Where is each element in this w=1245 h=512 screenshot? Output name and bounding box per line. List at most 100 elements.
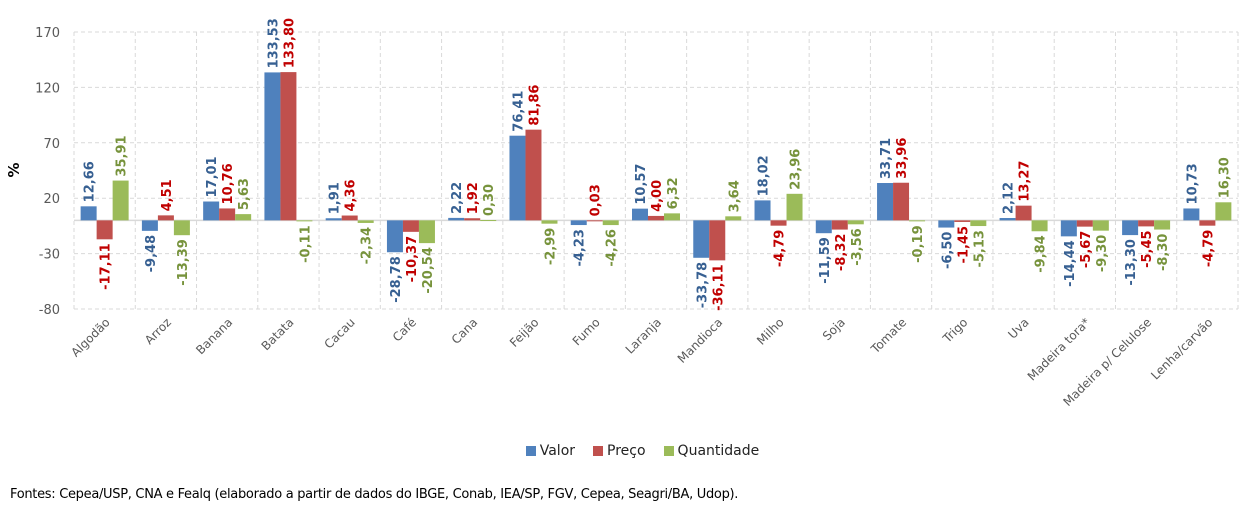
bar-valor — [1060, 220, 1077, 237]
x-category-label: Uva — [1005, 315, 1031, 341]
bar-quantidade — [1154, 220, 1171, 230]
x-category-label: Fumo — [570, 315, 603, 348]
x-category-label: Algodão — [68, 315, 112, 359]
data-label-quantidade: -0,19 — [911, 225, 926, 262]
bar-valor — [509, 135, 526, 221]
data-label-valor: 10,57 — [634, 164, 649, 205]
bar-quantidade — [786, 193, 803, 221]
x-category-label: Arroz — [142, 315, 174, 347]
data-label-quantidade: -0,11 — [298, 225, 313, 262]
source-note: Fontes: Cepea/USP, CNA e Fealq (elaborad… — [10, 487, 739, 502]
y-axis-label: % — [5, 162, 23, 177]
y-tick-label: -30 — [39, 248, 60, 263]
data-label-valor: 2,12 — [1002, 182, 1017, 214]
legend-swatch-preco — [593, 446, 604, 456]
data-label-quantidade: -9,30 — [1095, 235, 1110, 272]
data-label-valor: -9,48 — [144, 235, 159, 272]
bar-quantidade — [602, 220, 619, 226]
data-label-quantidade: 35,91 — [115, 135, 130, 176]
bar-quantidade — [664, 213, 680, 221]
data-label-valor: 12,66 — [83, 161, 98, 202]
data-label-valor: 133,53 — [266, 18, 281, 68]
x-category-label: Mandioca — [675, 315, 726, 366]
bar-valor — [203, 201, 220, 221]
data-label-preço: 4,00 — [650, 180, 665, 212]
data-label-quantidade: -3,56 — [850, 228, 865, 265]
legend-item-preco: Preço — [593, 443, 646, 459]
x-category-label: Lenha/carvão — [1148, 315, 1215, 382]
y-tick-label: 20 — [43, 192, 60, 207]
bar-preço — [709, 220, 726, 261]
data-label-preço: -4,79 — [1201, 230, 1216, 267]
data-label-valor: -13,30 — [1124, 239, 1139, 286]
data-label-valor: 10,73 — [1185, 163, 1200, 204]
bar-preço — [402, 220, 419, 232]
bar-quantidade — [541, 220, 558, 224]
bar-quantidade — [1215, 202, 1232, 221]
data-label-valor: -28,78 — [389, 256, 404, 303]
data-label-quantidade: -4,26 — [605, 229, 620, 266]
y-tick-label: -80 — [39, 303, 60, 318]
data-label-preço: 10,76 — [221, 163, 236, 204]
bar-quantidade — [173, 220, 190, 236]
data-label-valor: -4,23 — [573, 229, 588, 266]
bar-preço — [1199, 220, 1216, 226]
bar-chart: 170 120 70 20 -30 -80 % 12,66 -9,48 17,01 133,53… — [5, 18, 1239, 409]
data-label-valor: 18,02 — [757, 155, 772, 196]
legend: Valor Preço Quantidade — [0, 443, 1245, 459]
data-label-preço: -8,32 — [834, 234, 849, 271]
x-axis-categories: Algodão Arroz Banana Batata Cacau Café Cana Fei… — [68, 315, 1215, 409]
x-category-label: Trigo — [939, 315, 970, 346]
data-label-valor: 33,71 — [879, 138, 894, 179]
data-label-preço: 4,51 — [160, 179, 175, 211]
bar-valor — [264, 72, 281, 221]
data-label-quantidade: -13,39 — [176, 239, 191, 286]
data-label-valor: -33,78 — [695, 262, 710, 309]
bar-quantidade — [847, 220, 864, 225]
bar-preço — [586, 220, 603, 222]
y-tick-label: 120 — [35, 81, 60, 96]
data-label-valor: 1,91 — [328, 182, 343, 214]
legend-label-valor: Valor — [539, 443, 576, 459]
data-label-quantidade: 23,96 — [789, 149, 804, 190]
bar-valor — [325, 218, 342, 221]
bar-preço — [893, 182, 910, 221]
data-label-quantidade: 0,30 — [482, 184, 497, 216]
bar-preço — [1138, 220, 1155, 227]
bar-preço — [219, 208, 236, 221]
legend-item-quantidade: Quantidade — [663, 443, 759, 459]
bar-quantidade — [357, 220, 374, 223]
bar-preço — [770, 220, 787, 226]
bar-valor — [877, 183, 894, 221]
data-label-valor: -11,59 — [818, 237, 833, 284]
y-tick-label: 70 — [43, 137, 60, 152]
x-category-label: Café — [390, 315, 419, 344]
data-labels: 12,66 -9,48 17,01 133,53 1,91 -28,78 2,22 76,41… — [83, 18, 1233, 311]
y-tick-label: 170 — [35, 26, 60, 41]
data-label-preço: 133,80 — [282, 18, 297, 68]
bar-valor — [815, 220, 832, 234]
bar-quantidade — [480, 220, 497, 222]
bar-valor — [754, 200, 771, 221]
bar-quantidade — [235, 214, 252, 221]
bar-preço — [341, 215, 358, 221]
bar-valor — [632, 208, 648, 221]
bar-valor — [386, 220, 403, 253]
bar-quantidade — [1031, 220, 1048, 232]
bars — [80, 72, 1232, 261]
bar-preço — [954, 220, 971, 222]
data-label-preço: -1,45 — [956, 226, 971, 263]
x-category-label: Banana — [193, 315, 235, 357]
data-label-preço: -5,45 — [1140, 230, 1155, 267]
bar-preço — [280, 72, 297, 221]
data-label-quantidade: -5,13 — [972, 230, 987, 267]
x-category-label: Laranja — [623, 315, 664, 356]
bar-quantidade — [970, 220, 987, 227]
data-label-preço: 4,36 — [344, 179, 359, 211]
bar-preço — [464, 218, 481, 221]
x-category-label: Soja — [820, 315, 848, 343]
data-label-preço: -4,79 — [773, 230, 788, 267]
data-label-quantidade: -9,84 — [1034, 235, 1049, 272]
data-label-preço: -36,11 — [711, 264, 726, 311]
bar-valor — [141, 220, 158, 231]
